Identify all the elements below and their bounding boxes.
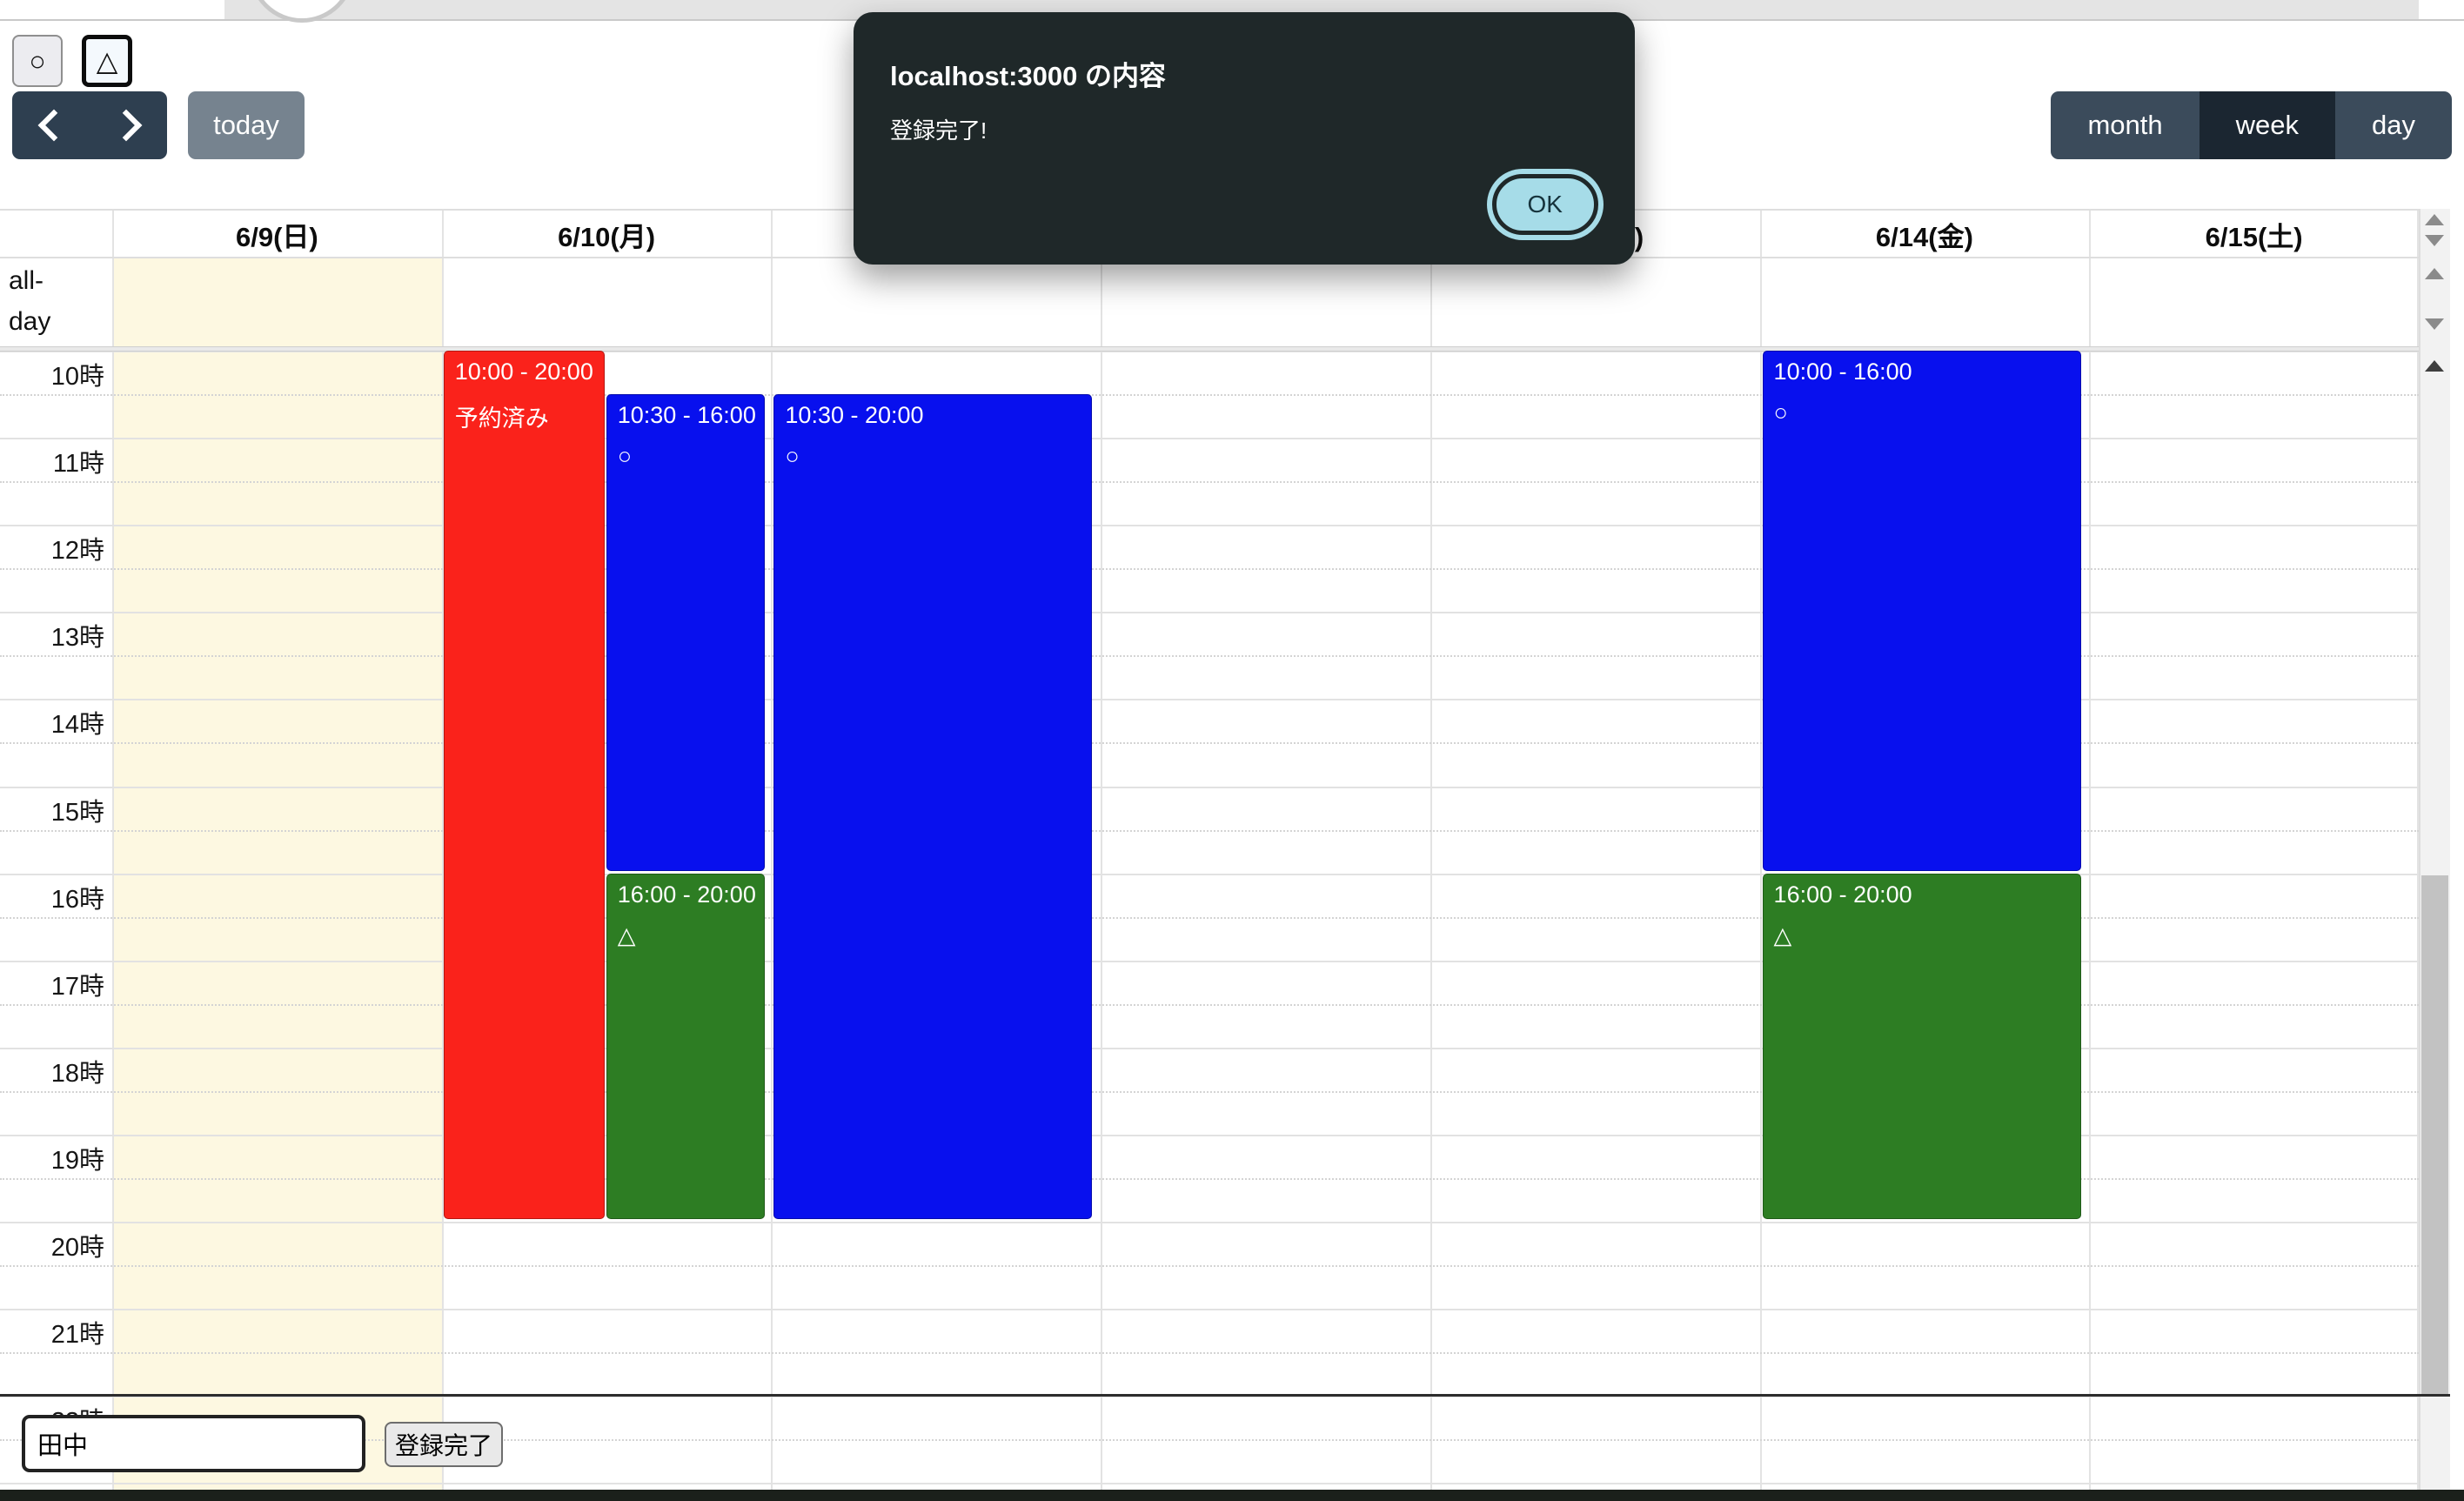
register-complete-button[interactable]: 登録完了 [385,1422,503,1467]
hour-label-19時: 19時 [50,1146,104,1175]
nav-button-group [12,91,167,159]
hour-label-16時: 16時 [50,885,104,914]
hour-label-15時: 15時 [50,798,104,827]
dialog-ok-button[interactable]: OK [1491,174,1598,235]
dialog-title: localhost:3000 の内容 [890,61,1166,91]
scrollbar-thumb[interactable] [2421,875,2448,1396]
hour-line [0,699,2419,701]
browser-top-band [224,0,2419,19]
column-border [441,209,444,1490]
column-border [2089,209,2092,1490]
prev-button[interactable] [12,91,90,159]
main-scroll-up-icon[interactable] [2425,360,2444,372]
hour-label-20時: 20時 [50,1234,104,1262]
view-button-month[interactable]: month [2051,91,2200,159]
name-input[interactable] [22,1415,365,1472]
view-switcher: month week day [2051,91,2452,159]
hour-label-11時: 11時 [52,450,104,479]
half-hour-line [0,916,2419,919]
event-red-0[interactable]: 10:00 - 20:00 予約済み [443,351,605,1219]
all-day-divider [0,346,2419,352]
chevron-right-icon [110,109,142,142]
half-hour-line [0,1265,2419,1268]
hour-line [0,786,2419,788]
half-hour-line [0,1352,2419,1355]
event-time: 10:30 - 20:00 [785,402,924,429]
column-border [1430,209,1432,1490]
event-green-2[interactable]: 16:00 - 20:00 △ [606,873,765,1219]
event-title: ○ [617,443,633,470]
event-blue-1[interactable]: 10:30 - 16:00 ○ [606,394,765,871]
hour-line [0,525,2419,527]
hour-label-12時: 12時 [50,537,104,566]
circle-toggle-button[interactable]: ○ [12,35,63,87]
half-hour-line [0,742,2419,745]
hour-line [0,1047,2419,1049]
view-button-day[interactable]: day [2335,91,2452,159]
half-hour-line [0,394,2419,397]
event-title: △ [1773,921,1792,948]
column-border [771,209,773,1490]
half-hour-line [0,1090,2419,1093]
next-button[interactable] [90,91,167,159]
column-border [112,209,114,1490]
event-time: 10:30 - 16:00 [617,402,756,429]
half-hour-line [0,1439,2419,1442]
today-button[interactable]: today [188,91,305,159]
hour-line [0,1396,2419,1398]
hour-line [0,960,2419,962]
chevron-left-icon [37,109,70,142]
half-hour-line [0,1177,2419,1180]
day-header-5: 6/14(金) [1875,221,1973,252]
event-title: △ [617,921,636,948]
hour-label-13時: 13時 [50,624,104,653]
day-header-0: 6/9(日) [235,221,318,252]
column-border [2416,209,2419,1490]
bottom-black-bar [0,1490,2464,1501]
header-scroll-up-icon[interactable] [2425,214,2444,225]
alert-dialog: localhost:3000 の内容 登録完了! OK [854,12,1635,265]
hour-line [0,1483,2419,1485]
hour-line [0,612,2419,614]
dialog-message: 登録完了! [890,117,988,144]
hour-line [0,1134,2419,1136]
event-blue-3[interactable]: 10:30 - 20:00 ○ [773,394,1093,1219]
all-day-label: all-day [9,266,51,336]
event-green-5[interactable]: 16:00 - 20:00 △ [1762,873,2081,1219]
half-hour-line [0,481,2419,484]
event-time: 16:00 - 20:00 [1773,881,1912,908]
event-blue-4[interactable]: 10:00 - 16:00 ○ [1762,351,2081,871]
half-hour-line [0,1003,2419,1006]
hour-label-21時: 21時 [50,1321,104,1350]
event-time: 16:00 - 20:00 [617,881,756,908]
header-scroll-down-icon[interactable] [2425,235,2444,246]
hour-line [0,351,2419,352]
event-time: 10:00 - 20:00 [454,358,593,385]
view-button-week[interactable]: week [2199,91,2336,159]
hour-label-18時: 18時 [50,1059,104,1088]
half-hour-line [0,829,2419,832]
hour-label-14時: 14時 [50,711,104,740]
event-title: ○ [1773,399,1788,426]
allday-scroll-down-icon[interactable] [2425,318,2444,330]
event-time: 10:00 - 16:00 [1773,358,1912,385]
day-header-1: 6/10(月) [558,221,656,252]
hour-line [0,1222,2419,1223]
day-header-6: 6/15(土) [2205,221,2303,252]
allday-scroll-up-icon[interactable] [2425,268,2444,279]
column-border [1759,209,1762,1490]
scroller-bottom-border [0,1394,2450,1397]
column-border [1101,209,1103,1490]
event-title: 予約済み [454,405,549,432]
hour-line [0,1309,2419,1311]
hour-label-10時: 10時 [50,363,104,391]
hour-line [0,438,2419,440]
event-title: ○ [785,443,800,470]
hour-label-17時: 17時 [50,972,104,1001]
triangle-toggle-button[interactable]: △ [82,35,132,87]
half-hour-line [0,568,2419,571]
half-hour-line [0,655,2419,658]
hour-line [0,873,2419,875]
